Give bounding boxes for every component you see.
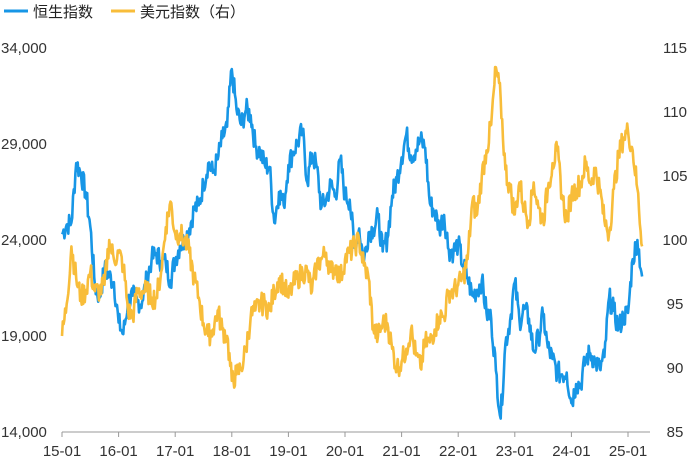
x-tick-label: 18-01 xyxy=(213,443,251,460)
y-right-tick-label: 110 xyxy=(663,104,687,121)
x-tick-label: 19-01 xyxy=(269,443,307,460)
series-line-2 xyxy=(60,65,644,389)
y-right-tick-label: 100 xyxy=(662,232,687,249)
y-left-tick-label: 24,000 xyxy=(1,232,47,249)
y-right-tick-label: 85 xyxy=(667,424,684,441)
y-axis-right: 85 90 95 100 105 110 115 xyxy=(662,40,687,441)
y-right-tick-label: 105 xyxy=(662,168,687,185)
x-tick-label: 20-01 xyxy=(326,443,364,460)
x-tick-label: 22-01 xyxy=(439,443,477,460)
y-left-tick-label: 19,000 xyxy=(1,328,47,345)
series-layer xyxy=(60,65,644,420)
y-left-tick-label: 14,000 xyxy=(1,424,47,441)
x-tick-label: 16-01 xyxy=(99,443,137,460)
x-tick-label: 25-01 xyxy=(609,443,647,460)
legend-label-2: 美元指数（右） xyxy=(140,3,245,21)
y-right-tick-label: 95 xyxy=(667,296,684,313)
x-tick-label: 15-01 xyxy=(43,443,81,460)
y-axis-left: 14,000 19,000 24,000 29,000 34,000 xyxy=(1,40,47,441)
legend: 恒生指数 美元指数（右） xyxy=(4,3,245,21)
x-tick-label: 23-01 xyxy=(496,443,534,460)
legend-label-1: 恒生指数 xyxy=(33,3,93,21)
x-tick-label: 24-01 xyxy=(552,443,590,460)
y-left-tick-label: 29,000 xyxy=(1,136,47,153)
y-right-tick-label: 90 xyxy=(667,360,684,377)
y-right-tick-label: 115 xyxy=(663,40,687,57)
x-tick-label: 21-01 xyxy=(382,443,420,460)
x-tick-label: 17-01 xyxy=(156,443,194,460)
y-left-tick-label: 34,000 xyxy=(1,40,47,57)
series-line-1 xyxy=(60,67,644,420)
x-axis: 15-01 16-01 17-01 18-01 19-01 20-01 21-01 22-01… xyxy=(43,431,650,460)
